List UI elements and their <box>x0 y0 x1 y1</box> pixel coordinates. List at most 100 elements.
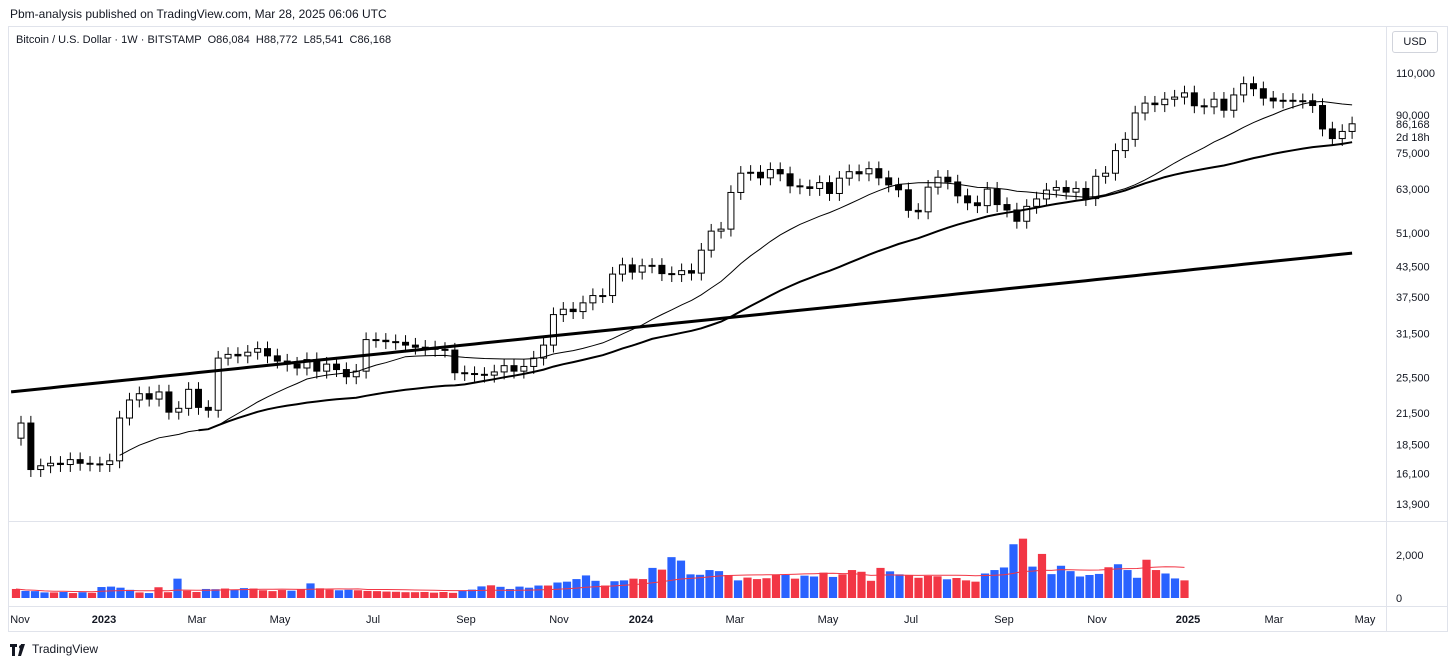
candle <box>993 181 1001 212</box>
candle-body-down <box>96 463 104 466</box>
volume-bar-down <box>933 576 942 598</box>
candle-body-up <box>254 348 262 353</box>
candle-body-down <box>776 169 784 175</box>
candle <box>1003 197 1011 218</box>
time-tick-label: Nov <box>549 614 569 626</box>
price-tick-label: 13,900 <box>1396 499 1430 511</box>
legend-interval[interactable]: 1W <box>121 34 138 46</box>
candle-body-up <box>224 353 232 359</box>
candle <box>224 347 232 366</box>
volume-bar-down <box>724 574 733 598</box>
legend-exchange: BITSTAMP <box>147 34 202 46</box>
candle <box>1042 182 1050 207</box>
candle-body-up <box>17 422 25 439</box>
volume-bar-up <box>40 592 49 598</box>
volume-bar-up <box>1009 544 1018 598</box>
volume-bar-up <box>809 576 819 598</box>
candle-body-up <box>589 295 597 304</box>
candle-body-up <box>609 273 617 297</box>
candle-body-down <box>796 185 804 188</box>
candle <box>1259 81 1267 106</box>
candle <box>17 415 25 446</box>
currency-button[interactable]: USD <box>1392 31 1438 53</box>
price-tick-label: 63,000 <box>1396 184 1430 196</box>
candle <box>1240 76 1248 103</box>
candle <box>1082 181 1090 207</box>
candle-body-down <box>1151 102 1159 106</box>
last-price-label: 86,168 <box>1396 119 1430 131</box>
candle <box>944 170 952 190</box>
candle-body-down <box>27 422 35 471</box>
volume-bar-down <box>1018 538 1028 598</box>
volume-ma-line <box>15 566 1185 593</box>
candle <box>648 258 656 274</box>
candle <box>599 288 607 303</box>
volume-bar-down <box>1151 570 1161 598</box>
volume-bar-down <box>600 585 610 598</box>
candle <box>865 161 873 182</box>
price-tick-label: 18,500 <box>1396 439 1430 451</box>
candle <box>27 415 35 477</box>
volume-bar-down <box>163 592 173 598</box>
ma-thin-line <box>119 100 1353 456</box>
volume-bar-up <box>211 589 220 598</box>
price-tick-label: 31,500 <box>1396 329 1430 341</box>
candle <box>1111 143 1119 181</box>
candles <box>17 76 1356 477</box>
candle-body-up <box>618 264 626 275</box>
candle <box>826 175 834 201</box>
candle-body-down <box>786 173 794 187</box>
candle <box>106 453 114 472</box>
volume-bar-up <box>581 575 591 598</box>
candle <box>56 456 64 472</box>
volume-bar-up <box>800 575 809 598</box>
volume-tick-label: 0 <box>1396 593 1402 605</box>
candle <box>658 258 666 282</box>
volume-bar-down <box>249 588 258 598</box>
candle-body-up <box>707 230 715 251</box>
volume-bar-down <box>819 572 828 598</box>
volume-bar-up <box>980 573 990 598</box>
time-tick-label: 2023 <box>92 614 116 626</box>
candle <box>747 165 755 181</box>
price-tick-label: 43,500 <box>1396 261 1430 273</box>
candle-body-down <box>234 353 242 357</box>
candle <box>520 359 528 379</box>
volume-bar-down <box>315 588 325 598</box>
candle-body-up <box>500 365 508 373</box>
legend-symbol[interactable]: Bitcoin / U.S. Dollar <box>16 34 112 46</box>
candle-body-up <box>1033 198 1041 207</box>
volume-bars <box>11 538 1189 598</box>
volume-bar-up <box>496 586 505 598</box>
volume-bar-down <box>268 591 277 598</box>
candle <box>1348 116 1356 139</box>
volume-bar-up <box>1170 578 1180 598</box>
candle <box>707 223 715 258</box>
candle-body-down <box>687 270 695 274</box>
candle <box>816 175 824 196</box>
volume-bar-down <box>11 588 21 598</box>
volume-bar-down <box>220 588 230 598</box>
candle <box>37 458 45 477</box>
candle <box>717 221 725 239</box>
volume-bar-up <box>667 557 676 598</box>
candle <box>678 263 686 283</box>
candle <box>1279 93 1287 109</box>
candle <box>1220 92 1228 118</box>
candle <box>66 452 74 472</box>
volume-bar-down <box>49 592 59 598</box>
time-tick-label: 2024 <box>629 614 654 626</box>
candle <box>47 456 55 474</box>
candle <box>165 384 173 420</box>
candle-body-down <box>658 264 666 275</box>
volume-bar-up <box>1056 565 1066 598</box>
volume-bar-up <box>334 590 344 598</box>
candle <box>313 352 321 379</box>
candle-body-up <box>66 459 74 466</box>
legend-open: O86,084 <box>207 34 250 46</box>
candle-body-up <box>175 407 183 413</box>
price-tick-label: 37,500 <box>1396 292 1430 304</box>
candle-body-up <box>717 228 725 232</box>
candle-body-up <box>530 357 538 367</box>
